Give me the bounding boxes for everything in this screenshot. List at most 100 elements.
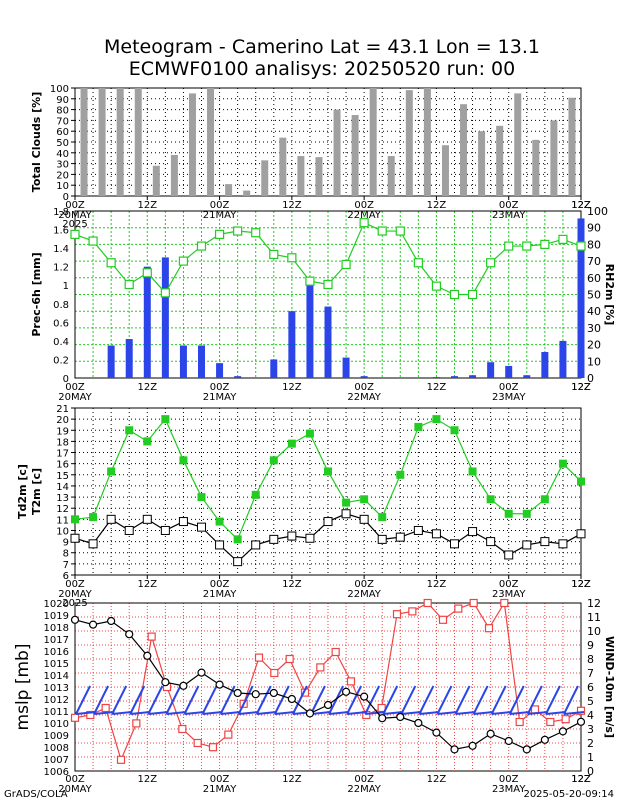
rh-point <box>558 234 568 244</box>
x-tick-time: 12Z <box>282 382 302 393</box>
point-t2m <box>558 459 567 468</box>
point-td2m <box>197 522 206 532</box>
wind-barb-feather <box>328 711 350 715</box>
point-t2m <box>450 426 459 435</box>
cloud-bar <box>532 139 540 196</box>
y-tick-label: 9 <box>63 538 69 549</box>
wind-point <box>561 715 570 724</box>
point-t2m <box>89 513 98 522</box>
wind-barb-staff <box>111 685 128 715</box>
point-t2m <box>71 515 79 524</box>
y-tick-label: 14 <box>56 482 69 493</box>
rh-point <box>486 258 496 268</box>
cloud-bar <box>152 165 160 196</box>
wind-barb-staff <box>490 685 507 715</box>
wind-barb-feather <box>437 711 458 715</box>
y-tick-label: 18 <box>56 437 69 448</box>
wind-barb-staff <box>75 685 91 715</box>
mslp-point <box>540 735 549 744</box>
wind-barb-staff <box>563 685 579 715</box>
point-t2m <box>324 467 332 476</box>
point-t2m <box>143 437 152 446</box>
mslp-point <box>450 745 459 754</box>
rh-point <box>341 259 351 270</box>
point-td2m <box>377 534 387 544</box>
wind-barb-staff <box>273 685 290 715</box>
point-td2m <box>576 529 586 539</box>
y-tick-label: 17 <box>56 449 69 460</box>
point-t2m <box>125 426 134 435</box>
cloud-bar <box>496 125 504 196</box>
point-t2m <box>233 535 242 544</box>
point-t2m <box>287 439 296 448</box>
point-td2m <box>558 539 568 549</box>
y-tick-label: 0.8 <box>53 300 69 311</box>
y-right-tick-label: 9 <box>587 639 594 652</box>
x-tick-time: 00Z <box>499 774 519 785</box>
x-tick-time: 00Z <box>354 774 374 785</box>
rh-point <box>467 289 478 300</box>
y-right-tick-label: 11 <box>587 611 601 624</box>
y-tick-label: 20 <box>56 170 69 181</box>
mslp-point <box>576 717 586 726</box>
wind-barb-staff <box>237 685 254 715</box>
wind-barb-staff <box>364 685 381 715</box>
wind-barb-feather <box>238 711 259 715</box>
mslp-point <box>161 678 170 687</box>
wind-point <box>147 632 156 641</box>
rh-point <box>359 218 369 228</box>
precip-bar <box>216 363 224 378</box>
cloud-bar <box>351 115 359 196</box>
point-td2m <box>341 509 351 519</box>
wind-barb-staff <box>310 685 326 715</box>
wind-point <box>270 668 279 678</box>
temperature-panel: 678910111213141516171819202100Z20MAY2025… <box>16 404 591 609</box>
point-t2m <box>179 456 188 465</box>
mslp-point <box>88 620 98 629</box>
y-tick-label: 19 <box>56 426 69 437</box>
x-tick-time: 12Z <box>571 200 591 211</box>
footer-source-label: GrADS/COLA <box>4 789 68 800</box>
y-right-tick-label: 30 <box>587 322 601 335</box>
y-tick-label: 8 <box>63 549 69 560</box>
wind-barb-staff <box>255 685 272 715</box>
x-tick-date: 21MAY <box>203 392 237 403</box>
cloud-bar <box>333 109 341 196</box>
y-tick-label: 1018 <box>44 623 69 634</box>
rh-point <box>377 226 387 236</box>
y-tick-label: 16 <box>56 460 69 471</box>
x-tick-time: 00Z <box>210 382 230 393</box>
y-tick-label: 1 <box>63 281 69 292</box>
wind-barb-staff <box>328 685 344 715</box>
x-tick-time: 00Z <box>354 382 374 393</box>
wind-barb-staff <box>454 685 471 715</box>
y-right-tick-label: 3 <box>587 723 594 736</box>
x-tick-time: 12Z <box>137 774 157 785</box>
point-td2m <box>160 525 170 535</box>
wind-barb-staff <box>544 685 561 715</box>
x-tick-time: 00Z <box>499 200 519 211</box>
wind-barb-feather <box>184 711 205 715</box>
y-axis-label: mslp [mb] <box>13 644 33 731</box>
x-tick-date: 21MAY <box>203 784 237 795</box>
cloud-bar <box>369 88 377 196</box>
wind-barb-staff <box>508 685 525 715</box>
wind-point <box>484 624 494 633</box>
rh-point <box>287 253 297 263</box>
rh-point <box>142 268 152 278</box>
x-tick-date: 21MAY <box>203 589 237 600</box>
y-tick-label: 1.6 <box>53 226 69 237</box>
y-tick-label: 0.4 <box>53 337 69 348</box>
x-tick-time: 00Z <box>210 200 230 211</box>
point-t2m <box>360 495 369 504</box>
y-tick-label: 1010 <box>44 719 69 730</box>
cloud-bar <box>315 157 323 196</box>
cloud-bar <box>98 88 106 196</box>
point-td2m <box>504 550 514 560</box>
wind-barb-staff <box>382 685 399 715</box>
wind-barb-feather <box>256 711 277 715</box>
point-td2m <box>305 533 315 543</box>
y-right-tick-label: 80 <box>587 238 601 251</box>
wind-barb-feather <box>419 711 440 715</box>
